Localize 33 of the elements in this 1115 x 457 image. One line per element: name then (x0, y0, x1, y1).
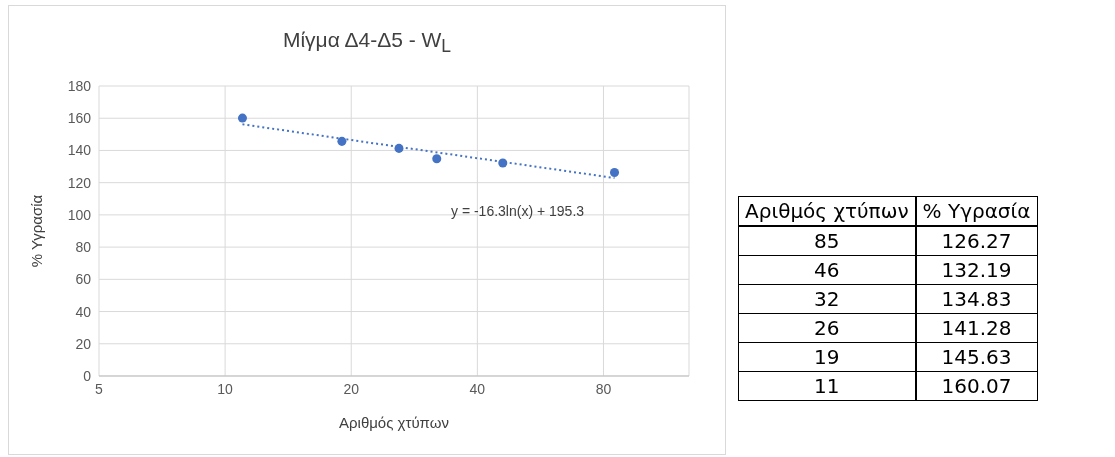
y-tick-label: 60 (75, 271, 92, 288)
text: 126.27 (915, 226, 1037, 256)
chart-title: Μίγμα Δ4-Δ5 - W$_{L}$ (281, 28, 453, 58)
text: 46 (738, 255, 916, 285)
text: Αριθμός χτύπων (738, 196, 916, 226)
text: 160.07 (915, 371, 1037, 401)
y-tick-label: 100 (67, 206, 92, 223)
x-axis-title: Αριθμός χτύπων (339, 414, 449, 431)
text: 141.28 (915, 313, 1037, 343)
x-tick-label: 80 (595, 380, 612, 397)
x-tick-label: 20 (343, 380, 360, 397)
x-tick-label: 5 (95, 380, 104, 397)
x-tick-label: 40 (469, 380, 486, 397)
y-tick-label: 40 (75, 303, 92, 320)
text: 85 (738, 226, 916, 256)
text: 145.63 (915, 342, 1037, 372)
y-tick-label: 0 (83, 367, 92, 384)
text: 134.83 (915, 284, 1037, 314)
y-tick-label: 160 (67, 110, 92, 127)
text: 32 (738, 284, 916, 314)
y-tick-label: 140 (67, 142, 92, 159)
y-tick-label: 80 (75, 239, 92, 256)
text: % Υγρασία (915, 196, 1037, 226)
x-tick-label: 10 (217, 380, 234, 397)
annotation: y = -16.3ln(x) + 195.3 (451, 203, 585, 219)
y-tick-label: 20 (75, 335, 92, 352)
y-tick-label: 120 (67, 174, 92, 191)
text: 26 (738, 313, 916, 343)
y-tick-label: 180 (67, 77, 92, 94)
text: 11 (738, 371, 916, 401)
text: 132.19 (915, 255, 1037, 285)
y-axis-title: % Υγρασία (28, 194, 46, 268)
text: 19 (738, 342, 916, 372)
